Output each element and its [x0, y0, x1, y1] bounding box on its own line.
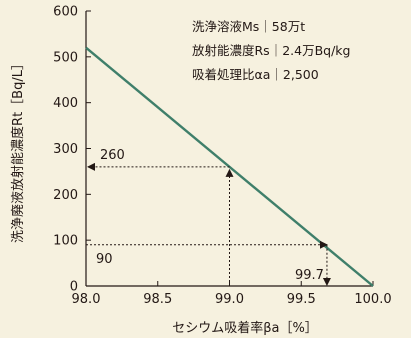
parameter-line: 放射能濃度Rs｜2.4万Bq/kg	[192, 43, 350, 58]
tick-labels: 0 100 200 300 400 500 600 98.0 98.5 99.0 99.5 100.0	[53, 5, 391, 308]
x-tick-label: 100.0	[354, 292, 391, 307]
y-tick-label: 200	[53, 188, 78, 203]
annotation-90: 90	[96, 252, 113, 267]
annotation-99-7: 99.7	[295, 268, 324, 283]
parameter-line: 吸着処理比αa｜2,500	[192, 67, 319, 82]
y-tick-label: 300	[53, 142, 78, 157]
x-axis-title: セシウム吸着率βa［%］	[172, 320, 318, 336]
y-tick-label: 0	[70, 280, 78, 295]
y-axis-title: 洗浄廃液放射能濃度Rt［Bq/L］	[10, 57, 26, 243]
annotation-260: 260	[100, 148, 125, 163]
y-tick-label: 400	[53, 96, 78, 111]
x-tick-label: 99.5	[287, 292, 316, 307]
parameter-box: 洗浄溶液Ms｜58万t 放射能濃度Rs｜2.4万Bq/kg 吸着処理比αa｜2,50…	[192, 19, 350, 82]
x-tick-label: 98.0	[72, 292, 101, 307]
parameter-line: 洗浄溶液Ms｜58万t	[192, 19, 305, 34]
annotations: 260 90 99.7	[86, 148, 331, 286]
y-tick-label: 600	[53, 5, 78, 20]
x-tick-label: 98.5	[143, 292, 172, 307]
y-tick-label: 100	[53, 234, 78, 249]
y-tick-label: 500	[53, 50, 78, 65]
x-tick-label: 99.0	[215, 292, 244, 307]
